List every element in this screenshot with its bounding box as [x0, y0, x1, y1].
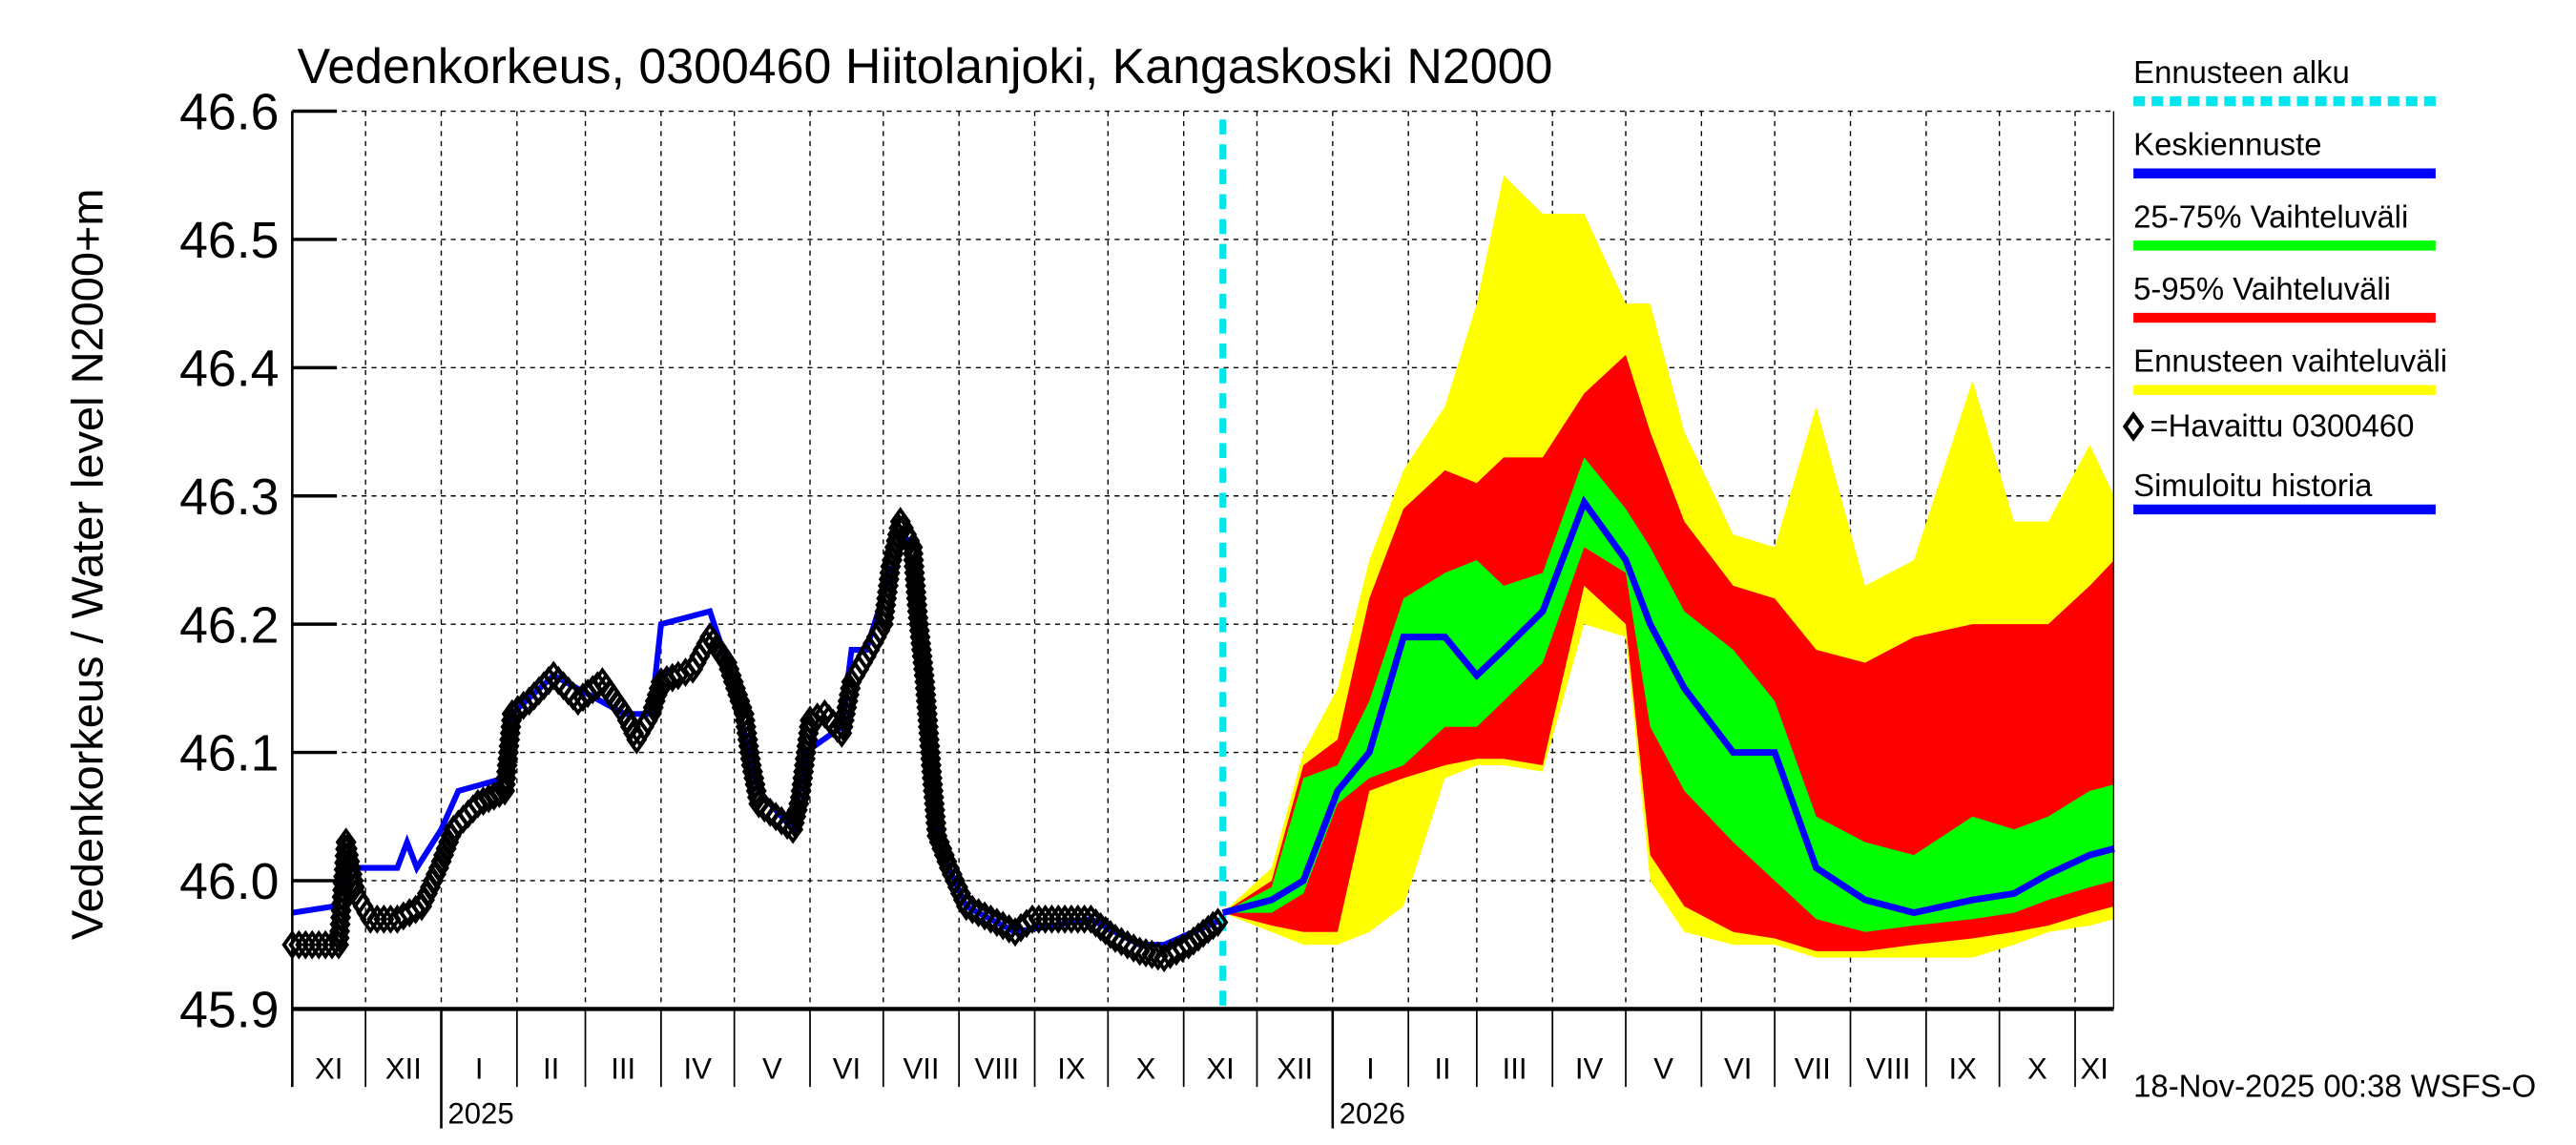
- observed-point: [343, 865, 364, 896]
- observed-point: [1202, 910, 1224, 941]
- y-tick-label: 46.4: [179, 340, 279, 397]
- chart-title: Vedenkorkeus, 0300460 Hiitolanjoki, Kang…: [298, 39, 1553, 94]
- observed-point: [343, 872, 365, 903]
- month-label: IX: [1057, 1051, 1086, 1085]
- observed-point: [366, 904, 388, 934]
- observed-point: [295, 929, 317, 960]
- observed-point: [967, 898, 989, 928]
- observed-point: [360, 904, 382, 934]
- y-tick-label: 46.3: [179, 468, 279, 526]
- y-axis-label: Vedenkorkeus / Water level N2000+m: [62, 189, 112, 941]
- month-label: IV: [684, 1051, 713, 1085]
- observed-point: [1141, 939, 1163, 969]
- month-label: VIII: [974, 1051, 1019, 1085]
- observed-point: [1116, 929, 1138, 960]
- observed-point: [800, 705, 821, 736]
- legend-label: =Havaittu 0300460: [2150, 407, 2414, 443]
- month-label: VI: [1724, 1051, 1752, 1085]
- observed-point: [729, 686, 751, 717]
- month-label: VII: [1795, 1051, 1831, 1085]
- observed-point: [986, 907, 1008, 938]
- month-label: VII: [903, 1051, 939, 1085]
- month-label: V: [1653, 1051, 1673, 1085]
- month-label: XII: [1277, 1051, 1313, 1085]
- legend-label: Ennusteen alku: [2133, 54, 2350, 90]
- observed-point: [720, 660, 742, 691]
- observed-point: [1111, 926, 1132, 957]
- observed-point: [718, 654, 740, 684]
- observed-markers: [281, 507, 1229, 973]
- observed-point: [716, 648, 737, 677]
- year-label: 2026: [1340, 1096, 1405, 1130]
- month-label: III: [611, 1051, 635, 1085]
- month-label: VI: [833, 1051, 861, 1085]
- month-label: I: [475, 1051, 484, 1085]
- observed-point: [754, 793, 776, 823]
- observed-point: [1105, 924, 1126, 953]
- observed-point: [1135, 938, 1156, 968]
- observed-point: [745, 776, 767, 806]
- legend-label: 5-95% Vaihteluväli: [2133, 271, 2391, 306]
- legend-diamond-icon: [2122, 411, 2145, 442]
- observed-point: [974, 901, 996, 931]
- month-label: II: [543, 1051, 559, 1085]
- observed-point: [759, 797, 781, 827]
- legend-label: Keskiennuste: [2133, 127, 2321, 162]
- month-label: II: [1434, 1051, 1450, 1085]
- observed-point: [722, 667, 744, 697]
- axes: 46.646.546.446.346.246.146.045.9XI XII I II…: [179, 84, 2115, 1130]
- observed-point: [1123, 933, 1145, 964]
- observed-point: [962, 894, 984, 925]
- forecast-bands: [1222, 175, 2114, 958]
- observed-point: [748, 788, 770, 819]
- observed-point: [724, 673, 746, 703]
- month-label: III: [1503, 1051, 1527, 1085]
- y-tick-label: 46.0: [179, 853, 279, 910]
- y-tick-label: 46.1: [179, 725, 279, 782]
- month-label: X: [1136, 1051, 1156, 1085]
- observed-point: [925, 814, 947, 844]
- month-label: XI: [315, 1051, 343, 1085]
- observed-point: [308, 929, 330, 960]
- month-label: IX: [1949, 1051, 1978, 1085]
- observed-point: [1073, 904, 1095, 934]
- month-label: X: [2027, 1051, 2047, 1085]
- y-tick-label: 46.6: [179, 84, 279, 141]
- observed-point: [980, 904, 1002, 934]
- y-tick-label: 46.5: [179, 212, 279, 269]
- legend: Ennusteen alku Keskiennuste 25-75% Vaihtel…: [2122, 54, 2447, 515]
- month-label: XII: [385, 1051, 422, 1085]
- month-label: VIII: [1866, 1051, 1911, 1085]
- observed-point: [765, 802, 787, 832]
- observed-point: [955, 891, 977, 922]
- observed-point: [1207, 907, 1229, 938]
- month-label: V: [762, 1051, 782, 1085]
- y-tick-label: 45.9: [179, 981, 279, 1038]
- legend-label: 25-75% Vaihteluväli: [2133, 198, 2408, 234]
- observed-point: [373, 904, 395, 934]
- month-label: I: [1366, 1051, 1375, 1085]
- observed-point: [667, 660, 689, 691]
- month-label: XI: [1206, 1051, 1234, 1085]
- band-25-75: [1222, 457, 2114, 932]
- y-tick-label: 46.2: [179, 596, 279, 654]
- year-label: 2025: [447, 1096, 513, 1130]
- month-label: IV: [1575, 1051, 1604, 1085]
- footer-timestamp: 18-Nov-2025 00:38 WSFS-O: [2133, 1068, 2536, 1103]
- month-label: XI: [2080, 1051, 2108, 1085]
- observed-point: [992, 910, 1014, 941]
- legend-label: Simuloitu historia: [2133, 468, 2373, 503]
- legend-label: Ennusteen vaihteluväli: [2133, 343, 2447, 378]
- observed-point: [1129, 936, 1151, 967]
- observed-point: [301, 929, 323, 960]
- observed-point: [727, 679, 749, 710]
- median-forecast-line: [1221, 495, 2115, 917]
